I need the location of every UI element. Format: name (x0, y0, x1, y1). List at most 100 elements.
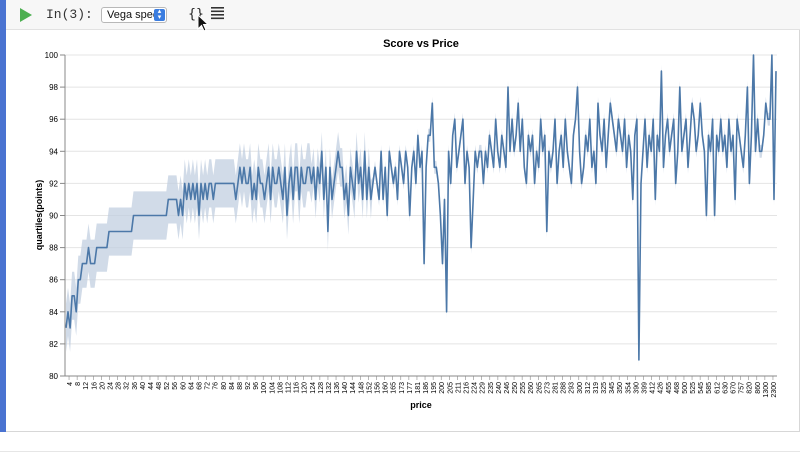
x-tick-label: 500 (682, 382, 689, 394)
x-tick-label: 24 (108, 382, 115, 390)
x-axis-label: price (410, 400, 432, 410)
x-tick-label: 80 (221, 382, 228, 390)
x-tick-label: 120 (302, 382, 309, 394)
x-tick-label: 48 (156, 382, 163, 390)
x-tick-label: 124 (310, 382, 317, 394)
x-tick-label: 288 (561, 382, 568, 394)
x-tick-label: 116 (294, 382, 301, 393)
x-tick-label: 173 (399, 382, 406, 394)
x-tick-label: 20 (99, 382, 106, 390)
x-tick-label: 273 (544, 382, 551, 394)
x-tick-label: 426 (658, 382, 665, 394)
x-tick-label: 525 (690, 382, 697, 394)
x-tick-label: 96 (253, 382, 260, 390)
x-tick-label: 84 (229, 382, 236, 390)
x-tick-label: 1300 (763, 382, 770, 398)
x-tick-label: 229 (480, 382, 487, 394)
x-tick-label: 36 (132, 382, 139, 390)
chevron-updown-icon: ▴ ▾ (154, 8, 165, 21)
y-tick-label: 90 (49, 212, 58, 221)
y-axis-label: quartiles(points) (34, 180, 44, 251)
y-tick-label: 96 (49, 115, 58, 124)
x-tick-label: 399 (642, 382, 649, 394)
x-tick-label: 140 (342, 382, 349, 394)
x-tick-label: 860 (755, 382, 762, 394)
x-tick-label: 104 (269, 382, 276, 394)
x-tick-label: 200 (439, 382, 446, 394)
x-tick-label: 390 (633, 382, 640, 394)
quartile-band-area (66, 55, 776, 367)
x-tick-label: 300 (577, 382, 584, 394)
x-tick-label: 235 (488, 382, 495, 394)
x-tick-label: 224 (472, 382, 479, 394)
x-tick-label: 60 (180, 382, 187, 390)
x-tick-label: 670 (731, 382, 738, 394)
x-tick-label: 250 (512, 382, 519, 394)
x-tick-label: 412 (650, 382, 657, 394)
list-button[interactable] (211, 6, 225, 20)
x-tick-label: 345 (609, 382, 616, 394)
x-tick-label: 312 (585, 382, 592, 394)
x-tick-label: 757 (739, 382, 746, 394)
y-tick-label: 100 (45, 51, 59, 60)
x-tick-label: 293 (569, 382, 576, 394)
x-tick-label: 195 (431, 382, 438, 394)
x-tick-label: 92 (245, 382, 252, 390)
x-tick-label: 612 (714, 382, 721, 394)
x-tick-label: 265 (536, 382, 543, 394)
x-tick-label: 132 (326, 382, 333, 394)
y-tick-label: 80 (49, 372, 58, 381)
x-tick-label: 52 (164, 382, 171, 390)
x-tick-label: 40 (140, 382, 147, 390)
x-tick-label: 76 (213, 382, 220, 390)
x-tick-label: 148 (358, 382, 365, 394)
x-tick-label: 260 (528, 382, 535, 394)
y-tick-label: 92 (49, 179, 58, 188)
cell-prompt: In(3): (46, 7, 93, 22)
x-tick-label: 100 (261, 382, 268, 394)
x-tick-label: 88 (237, 382, 244, 390)
x-tick-label: 2300 (771, 382, 778, 398)
median-line (65, 54, 777, 361)
y-tick-label: 94 (49, 147, 58, 156)
x-tick-label: 354 (625, 382, 632, 394)
y-tick-label: 82 (49, 340, 58, 349)
mode-select[interactable]: Vega spec ▴ ▾ (101, 7, 167, 23)
x-tick-label: 585 (706, 382, 713, 394)
y-tick-label: 98 (49, 83, 58, 92)
mode-select-value: Vega spec (107, 9, 159, 21)
cursor-icon (197, 14, 209, 32)
x-tick-label: 240 (496, 382, 503, 394)
x-tick-label: 4 (67, 382, 74, 386)
x-tick-label: 160 (383, 382, 390, 394)
x-tick-label: 32 (124, 382, 131, 390)
x-tick-label: 165 (391, 382, 398, 394)
x-tick-label: 156 (375, 382, 382, 394)
x-tick-label: 211 (455, 382, 462, 393)
x-tick-label: 144 (350, 382, 357, 394)
x-tick-label: 68 (197, 382, 204, 390)
x-tick-label: 281 (553, 382, 560, 394)
x-tick-label: 216 (464, 382, 471, 394)
x-tick-label: 468 (674, 382, 681, 394)
x-tick-label: 72 (205, 382, 212, 390)
cell-toolbar: In(3): Vega spec ▴ ▾ {} (6, 0, 800, 32)
x-tick-label: 319 (593, 382, 600, 394)
cell-separator (0, 451, 800, 452)
x-tick-label: 325 (601, 382, 608, 394)
x-tick-label: 136 (334, 382, 341, 394)
x-tick-label: 181 (415, 382, 422, 394)
run-button[interactable] (18, 7, 34, 23)
x-tick-label: 64 (188, 382, 195, 390)
x-tick-label: 205 (447, 382, 454, 394)
x-tick-label: 44 (148, 382, 155, 390)
x-tick-label: 128 (318, 382, 325, 394)
play-icon (20, 8, 32, 22)
x-tick-label: 177 (407, 382, 414, 394)
x-tick-label: 108 (277, 382, 284, 394)
x-tick-label: 8 (75, 382, 82, 386)
y-tick-label: 84 (49, 308, 58, 317)
x-tick-label: 255 (520, 382, 527, 394)
